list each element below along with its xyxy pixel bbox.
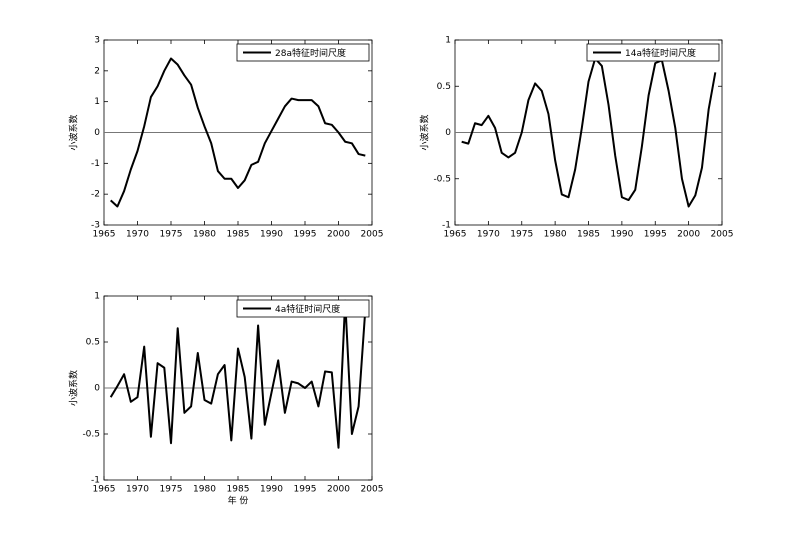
- data-line: [109, 299, 367, 449]
- y-tick-label: -3: [91, 221, 100, 231]
- data-line: [461, 57, 717, 208]
- x-tick-label: 1965: [93, 230, 116, 240]
- data-line: [110, 57, 366, 208]
- y-tick-label: 1: [445, 36, 451, 46]
- x-tick-label: 2000: [327, 485, 350, 495]
- x-tick-label: 2000: [677, 230, 700, 240]
- y-axis-label: 小波系数: [68, 114, 80, 150]
- y-tick-label: 0.5: [437, 82, 451, 92]
- x-tick-label: 1975: [160, 230, 183, 240]
- y-tick-label: -0.5: [433, 174, 451, 184]
- y-axis-label: 小波系数: [419, 114, 431, 150]
- y-tick-label: 2: [94, 66, 100, 76]
- legend-box: [586, 43, 720, 62]
- x-tick-label: 1965: [444, 230, 467, 240]
- x-tick-label: 1965: [93, 485, 116, 495]
- x-tick-label: 1975: [510, 230, 533, 240]
- y-tick-label: 0: [445, 128, 451, 138]
- x-tick-label: 1990: [260, 230, 283, 240]
- x-tick-label: 1985: [227, 230, 250, 240]
- x-tick-label: 1995: [644, 230, 667, 240]
- y-tick-label: 0: [94, 128, 100, 138]
- x-tick-label: 1970: [126, 230, 149, 240]
- legend-label: 4a特征时间尺度: [275, 303, 340, 315]
- y-tick-label: -1: [91, 476, 100, 486]
- x-tick-label: 1985: [227, 485, 250, 495]
- legend-label: 28a特征时间尺度: [275, 47, 346, 59]
- y-tick-label: -2: [91, 190, 100, 200]
- x-tick-label: 1995: [294, 485, 317, 495]
- legend-label: 14a特征时间尺度: [625, 47, 696, 59]
- x-axis-label: 年 份: [228, 495, 249, 507]
- x-tick-label: 2005: [711, 230, 734, 240]
- x-tick-label: 1985: [577, 230, 600, 240]
- x-tick-label: 1980: [193, 230, 216, 240]
- legend-box: [236, 299, 370, 318]
- subplot: 1965 1970 1975 1980 1985 1990 1995 2000 2005 -1 -0…: [68, 292, 384, 507]
- x-tick-label: 1990: [610, 230, 633, 240]
- y-tick-label: 1: [94, 292, 100, 302]
- y-tick-label: 1: [94, 97, 100, 107]
- y-axis-label: 小波系数: [68, 370, 80, 406]
- x-tick-label: 1990: [260, 485, 283, 495]
- x-tick-label: 2005: [361, 485, 384, 495]
- y-tick-label: 0.5: [86, 338, 100, 348]
- subplot: 1965 1970 1975 1980 1985 1990 1995 2000 2005 -3 -2…: [68, 36, 384, 240]
- y-tick-label: -1: [91, 159, 100, 169]
- y-tick-label: -0.5: [82, 430, 100, 440]
- x-tick-label: 2005: [361, 230, 384, 240]
- y-tick-label: 0: [94, 384, 100, 394]
- x-tick-label: 1980: [544, 230, 567, 240]
- subplot: 1965 1970 1975 1980 1985 1990 1995 2000 2005 -1 -0…: [419, 36, 734, 240]
- x-tick-label: 1995: [294, 230, 317, 240]
- x-tick-label: 1980: [193, 485, 216, 495]
- x-tick-label: 1970: [477, 230, 500, 240]
- y-tick-label: 3: [94, 36, 100, 46]
- y-tick-label: -1: [442, 221, 451, 231]
- x-tick-label: 2000: [327, 230, 350, 240]
- x-tick-label: 1975: [160, 485, 183, 495]
- x-tick-label: 1970: [126, 485, 149, 495]
- legend-box: [236, 43, 370, 62]
